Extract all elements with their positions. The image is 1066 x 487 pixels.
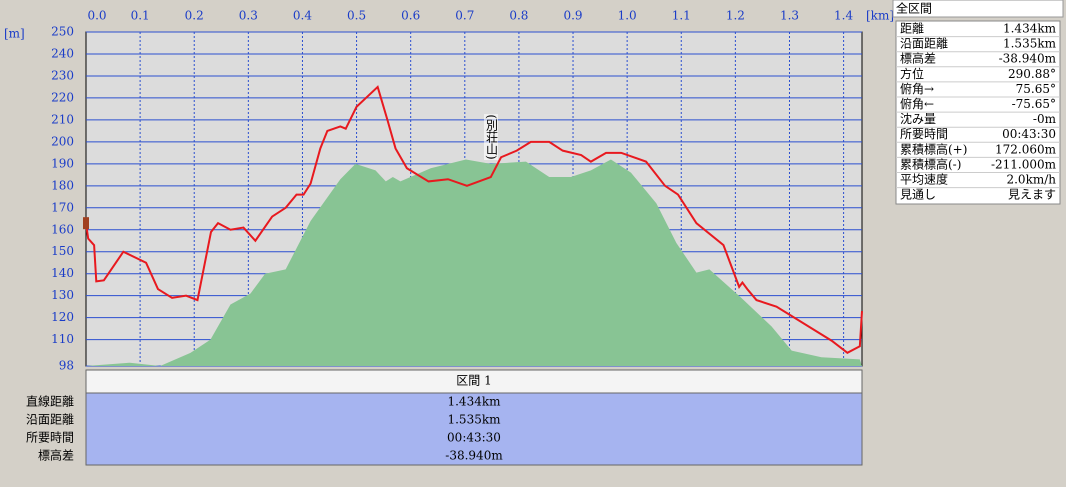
y-tick-label: 220	[51, 90, 74, 104]
summary-value: 見えます	[1008, 188, 1056, 202]
route-line	[85, 85, 863, 355]
x-tick-label: 1.2	[726, 9, 745, 23]
section-label: 沿面距離	[26, 413, 74, 427]
summary-label: 俯角←	[900, 96, 934, 111]
y-tick-label: 130	[51, 288, 74, 302]
summary-value: 75.65°	[1016, 82, 1056, 96]
y-tick-label: 200	[51, 134, 74, 148]
section-value: 1.434km	[447, 395, 501, 409]
terrain-area	[86, 159, 862, 366]
section-label: 標高差	[38, 448, 74, 463]
x-tick-label: 0.8	[509, 9, 528, 23]
y-tick-label: 150	[51, 244, 74, 258]
y-tick-label: 160	[51, 222, 74, 236]
summary-value: -0m	[1033, 112, 1057, 126]
section-label: 直線距離	[26, 394, 74, 409]
summary-label: 距離	[900, 22, 924, 36]
x-tick-label: 0.6	[401, 9, 420, 23]
summary-title: 全区間	[896, 1, 932, 16]
summary-value: -75.65°	[1012, 97, 1056, 111]
section-title: 区間 1	[456, 374, 491, 388]
summary-label: 所要時間	[900, 127, 948, 141]
section-body	[85, 392, 863, 466]
summary-label: 累積標高(-)	[900, 156, 961, 171]
y-tick-label: 180	[51, 178, 74, 192]
summary-title-bar	[892, 0, 1064, 18]
summary-label: 沿面距離	[900, 37, 948, 51]
y-tick-label: 190	[51, 156, 74, 170]
summary-value: 2.0km/h	[1006, 173, 1056, 187]
summary-label: 方位	[900, 66, 924, 81]
summary-label: 平均速度	[900, 172, 948, 187]
section-value: -38.940m	[445, 449, 503, 463]
summary-label: 標高差	[900, 51, 936, 66]
y-tick-label: 210	[51, 112, 74, 126]
y-tick-label: 110	[51, 332, 74, 346]
y-tick-label: 250	[51, 25, 74, 39]
summary-value: 172.060m	[995, 142, 1057, 156]
y-axis-label: [m]	[4, 27, 25, 41]
x-tick-label: 0.9	[563, 9, 582, 23]
section-value: 1.535km	[447, 413, 501, 427]
y-tick-label: 240	[51, 46, 74, 60]
x-tick-label: 1.1	[672, 9, 691, 23]
summary-value: -211.000m	[991, 157, 1057, 171]
annotation: (別荘山)	[485, 114, 499, 159]
x-tick-label: 0.1	[131, 9, 150, 23]
x-tick-label: 0.3	[239, 9, 258, 23]
x-tick-label: 0.4	[293, 9, 312, 23]
x-tick-label: 1.0	[618, 9, 637, 23]
x-tick-label: 1.3	[780, 9, 799, 23]
section-value: 00:43:30	[447, 431, 501, 445]
y-tick-label: 98	[59, 359, 74, 373]
x-tick-label: 0.2	[185, 9, 204, 23]
section-label: 所要時間	[26, 431, 74, 445]
y-tick-label: 120	[51, 310, 74, 324]
x-tick-label: 1.4	[834, 9, 853, 23]
summary-value: 1.535km	[1003, 37, 1057, 51]
summary-label: 俯角→	[900, 81, 934, 96]
summary-label: 見通し	[900, 188, 936, 202]
x-tick-label: 0.7	[455, 9, 474, 23]
x-axis-label: [km]	[866, 9, 894, 23]
start-marker	[83, 217, 89, 230]
y-tick-label: 170	[51, 200, 74, 214]
summary-label: 沈み量	[900, 111, 936, 126]
summary-value: 1.434km	[1003, 22, 1057, 36]
x-tick-label: 0.5	[347, 9, 366, 23]
x-tick-label: 0.0	[87, 9, 106, 23]
summary-value: 00:43:30	[1002, 127, 1056, 141]
summary-label: 累積標高(+)	[900, 141, 967, 156]
y-tick-label: 140	[51, 266, 74, 280]
summary-value: 290.88°	[1008, 67, 1056, 81]
y-tick-label: 230	[51, 68, 74, 82]
summary-value: -38.940m	[999, 52, 1057, 66]
annotation-box	[484, 114, 498, 160]
